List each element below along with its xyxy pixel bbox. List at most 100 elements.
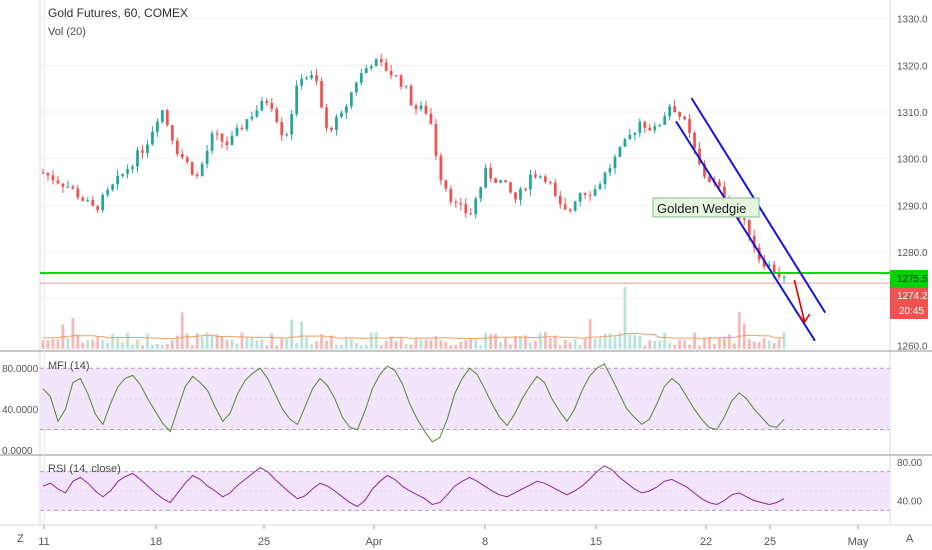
candle-body xyxy=(335,116,338,130)
candle-body xyxy=(588,194,592,196)
time-tick-label: 15 xyxy=(590,536,602,548)
candle-body xyxy=(668,106,672,117)
volume-bar xyxy=(136,339,139,349)
candle-body xyxy=(747,219,751,236)
volume-bar xyxy=(56,339,60,349)
volume-bar xyxy=(623,287,627,349)
candle-body xyxy=(479,187,483,199)
symbol-title[interactable]: Gold Futures, 60, COMEX xyxy=(48,6,188,20)
candle-body xyxy=(131,166,134,170)
volume-bar xyxy=(374,332,378,349)
candle-body xyxy=(300,78,303,86)
volume-ma-line xyxy=(42,332,785,340)
volume-bar xyxy=(126,332,129,349)
candle-body xyxy=(320,81,323,108)
volume-bar xyxy=(633,334,637,349)
down-arrow-head[interactable] xyxy=(798,313,811,324)
candle-body xyxy=(598,184,602,190)
candle-body xyxy=(658,124,662,127)
volume-bar xyxy=(364,344,368,349)
volume-legend[interactable]: Vol (20) xyxy=(48,26,86,38)
candle-body xyxy=(165,110,169,126)
candle-body xyxy=(404,85,408,87)
candle-body xyxy=(698,148,701,165)
volume-bar xyxy=(548,338,552,349)
candle-body xyxy=(663,116,667,125)
candle-body xyxy=(578,192,582,202)
time-tick-label: 22 xyxy=(700,536,712,548)
volume-bar xyxy=(509,344,512,349)
candle-body xyxy=(111,184,114,190)
candle-body xyxy=(693,132,696,149)
time-axis[interactable]: 11 18 25 Apr 8 15 22 25 May xyxy=(38,525,869,548)
mfi-line xyxy=(42,363,785,443)
volume-bar xyxy=(643,345,647,349)
volume-bar xyxy=(683,340,686,349)
volume-bar xyxy=(404,343,408,349)
candle-body xyxy=(136,150,139,167)
candle-body xyxy=(613,156,617,169)
channel-lower-line[interactable] xyxy=(675,120,816,342)
candle-body xyxy=(548,181,552,183)
time-tick-label: Apr xyxy=(365,536,382,548)
volume-bar xyxy=(399,338,403,349)
candle-body xyxy=(638,121,642,133)
candle-body xyxy=(66,186,70,188)
zoom-button[interactable]: Z xyxy=(17,533,24,545)
candle-body xyxy=(434,124,438,156)
candle-body xyxy=(46,172,50,176)
volume-bar xyxy=(330,335,333,349)
candle-body xyxy=(777,273,781,278)
volume-bar xyxy=(394,341,398,349)
time-tick-label: 18 xyxy=(150,536,162,548)
candle-body xyxy=(265,100,269,103)
mfi-legend[interactable]: MFI (14) xyxy=(48,360,90,372)
annotation-box xyxy=(652,197,760,218)
candle-body xyxy=(345,106,348,113)
candle-body xyxy=(71,186,75,189)
golden-wedgie-annotation[interactable]: Golden Wedgie xyxy=(652,197,760,218)
volume-bar xyxy=(255,340,259,349)
rsi-legend[interactable]: RSI (14, close) xyxy=(48,463,121,475)
volume-bar xyxy=(245,336,249,349)
candle-body xyxy=(180,154,184,158)
last-price-text: 1274.2 xyxy=(897,291,928,302)
candle-body xyxy=(688,119,691,133)
volume-bar xyxy=(230,339,234,349)
candle-body xyxy=(593,189,597,196)
price-tick-label: 1310.0 xyxy=(897,108,928,119)
time-tick-label: May xyxy=(848,536,869,548)
volume-bar xyxy=(618,332,622,349)
volume-bar xyxy=(757,342,761,349)
candle-body xyxy=(618,146,622,157)
volume-bar xyxy=(638,335,642,349)
candle-body xyxy=(489,167,492,179)
candle-body xyxy=(325,107,328,128)
candle-body xyxy=(504,180,507,183)
volume-bar xyxy=(71,318,75,349)
volume-bar xyxy=(723,338,726,349)
candle-body xyxy=(529,174,532,190)
candle-body xyxy=(295,85,299,114)
candle-body xyxy=(205,150,209,165)
volume-bar xyxy=(170,340,174,349)
volume-bar xyxy=(240,332,244,349)
volume-bar xyxy=(389,336,393,349)
volume-bar xyxy=(703,338,706,349)
auto-scale-button[interactable]: A xyxy=(906,533,914,545)
candle-body xyxy=(56,180,60,184)
candle-body xyxy=(633,132,637,135)
support-price-tag: 1275.5 xyxy=(890,270,928,287)
volume-bar xyxy=(777,339,781,349)
volume-bar xyxy=(359,345,363,349)
candle-body xyxy=(280,121,284,136)
candle-body xyxy=(673,106,677,113)
candle-body xyxy=(519,188,522,200)
volume-bar xyxy=(752,341,756,349)
candle-body xyxy=(146,144,149,153)
price-tick-label: 1260.0 xyxy=(897,341,928,352)
volume-bar xyxy=(225,339,229,349)
down-arrow-shaft[interactable] xyxy=(793,279,806,323)
candle-body xyxy=(91,199,95,206)
